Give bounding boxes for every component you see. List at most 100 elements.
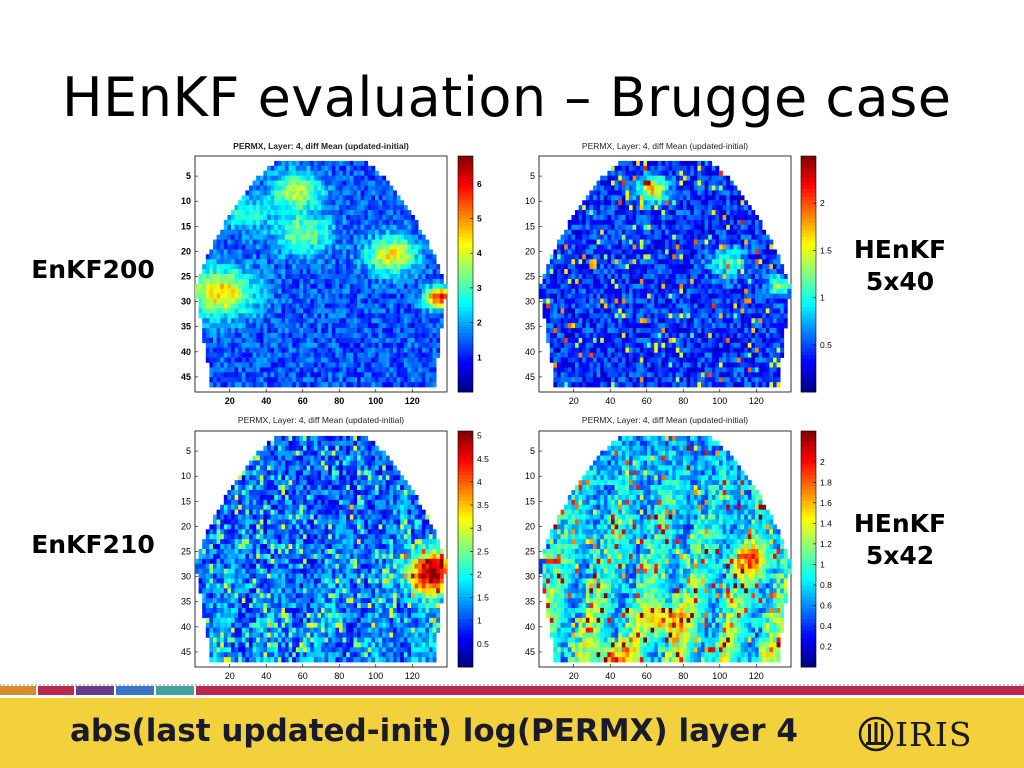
- heatmap-cell: [683, 170, 687, 176]
- heatmap-cell: [382, 367, 387, 373]
- heatmap-cell: [411, 352, 415, 358]
- heatmap-cell: [389, 333, 394, 339]
- heatmap-cell: [281, 259, 286, 265]
- heatmap-cell: [292, 352, 297, 358]
- heatmap-cell: [625, 234, 630, 240]
- heatmap-cell: [274, 293, 279, 299]
- heatmap-cell: [769, 239, 774, 245]
- heatmap-cell: [769, 293, 774, 299]
- colorbar-step: [458, 384, 473, 389]
- heatmap-cell: [367, 303, 372, 309]
- heatmap-cell: [396, 264, 401, 270]
- heatmap-cell: [321, 224, 325, 231]
- heatmap-cell: [414, 318, 419, 324]
- heatmap-cell: [331, 215, 336, 221]
- heatmap-cell: [371, 269, 376, 275]
- heatmap-cell: [328, 318, 333, 324]
- heatmap-cell: [321, 269, 325, 275]
- heatmap-cell: [331, 298, 336, 304]
- heatmap-cell: [288, 274, 293, 280]
- heatmap-cell: [321, 185, 325, 191]
- heatmap-cell: [715, 259, 720, 265]
- heatmap-cell: [252, 278, 257, 285]
- heatmap-cell: [733, 274, 738, 280]
- heatmap-cell: [313, 234, 318, 240]
- heatmap-cell: [234, 210, 239, 216]
- heatmap-cell: [310, 333, 315, 339]
- heatmap-cell: [385, 377, 390, 383]
- heatmap-cell: [747, 337, 752, 344]
- heatmap-cell: [614, 333, 619, 339]
- heatmap-cell: [382, 215, 387, 221]
- heatmap-cell: [647, 254, 651, 260]
- heatmap-cell: [303, 352, 307, 358]
- colorbar-step: [458, 181, 473, 186]
- heatmap-cell: [400, 219, 405, 226]
- heatmap-cell: [614, 347, 619, 353]
- heatmap-cell: [740, 224, 745, 231]
- heatmap-cell: [439, 303, 444, 309]
- heatmap-cell: [614, 264, 619, 270]
- heatmap-cell: [726, 288, 731, 294]
- heatmap-cell: [238, 215, 243, 221]
- heatmap-cell: [346, 254, 351, 260]
- heatmap-cell: [621, 170, 626, 176]
- heatmap-cell: [198, 293, 203, 299]
- heatmap-cell: [198, 303, 203, 309]
- heatmap-cell: [245, 288, 250, 294]
- heatmap-cell: [557, 303, 561, 309]
- heatmap-cell: [382, 357, 387, 363]
- heatmap-cell: [639, 347, 644, 353]
- heatmap-cell: [267, 333, 271, 339]
- heatmap-cell: [245, 357, 250, 363]
- heatmap-cell: [683, 308, 687, 314]
- heatmap-cell: [432, 254, 437, 260]
- heatmap-cell: [740, 219, 745, 226]
- heatmap-cell: [571, 259, 576, 265]
- heatmap-cell: [209, 293, 214, 299]
- heatmap-cell: [335, 249, 340, 255]
- heatmap-cell: [629, 313, 633, 319]
- heatmap-cell: [632, 185, 637, 191]
- heatmap-cell: [241, 283, 246, 290]
- heatmap-cell: [596, 259, 601, 265]
- heatmap-cell: [675, 318, 680, 324]
- heatmap-cell: [722, 303, 727, 309]
- heatmap-cell: [213, 274, 217, 280]
- heatmap-cell: [353, 165, 358, 172]
- heatmap-cell: [310, 249, 315, 255]
- heatmap-cell: [317, 259, 322, 265]
- heatmap-cell: [737, 298, 741, 304]
- heatmap-cell: [693, 224, 698, 231]
- heatmap-cell: [553, 298, 558, 304]
- heatmap-cell: [328, 357, 333, 363]
- heatmap-cell: [231, 308, 235, 314]
- heatmap-cell: [625, 283, 630, 290]
- heatmap-cell: [432, 333, 437, 339]
- heatmap-cell: [621, 303, 626, 309]
- heatmap-cell: [310, 165, 315, 172]
- heatmap-cell: [560, 244, 565, 250]
- heatmap-cell: [704, 254, 709, 260]
- heatmap-cell: [603, 298, 608, 304]
- heatmap-cell: [353, 185, 358, 191]
- heatmap-cell: [249, 244, 253, 250]
- heatmap-cell: [596, 224, 601, 231]
- heatmap-cell: [396, 205, 401, 211]
- heatmap-cell: [263, 357, 268, 363]
- heatmap-cell: [270, 259, 275, 265]
- heatmap-cell: [679, 239, 684, 245]
- heatmap-cell: [665, 269, 669, 275]
- heatmap-cell: [389, 382, 394, 388]
- heatmap-cell: [643, 190, 648, 196]
- heatmap-cell: [267, 357, 271, 363]
- heatmap-cell: [252, 298, 257, 304]
- heatmap-cell: [216, 303, 221, 309]
- heatmap-cell: [711, 318, 716, 324]
- heatmap-cell: [274, 170, 279, 176]
- heatmap-cell: [776, 254, 781, 260]
- heatmap-cell: [382, 229, 387, 235]
- colorbar-step: [458, 226, 473, 231]
- heatmap-cell: [295, 328, 300, 334]
- heatmap-cell: [418, 259, 423, 265]
